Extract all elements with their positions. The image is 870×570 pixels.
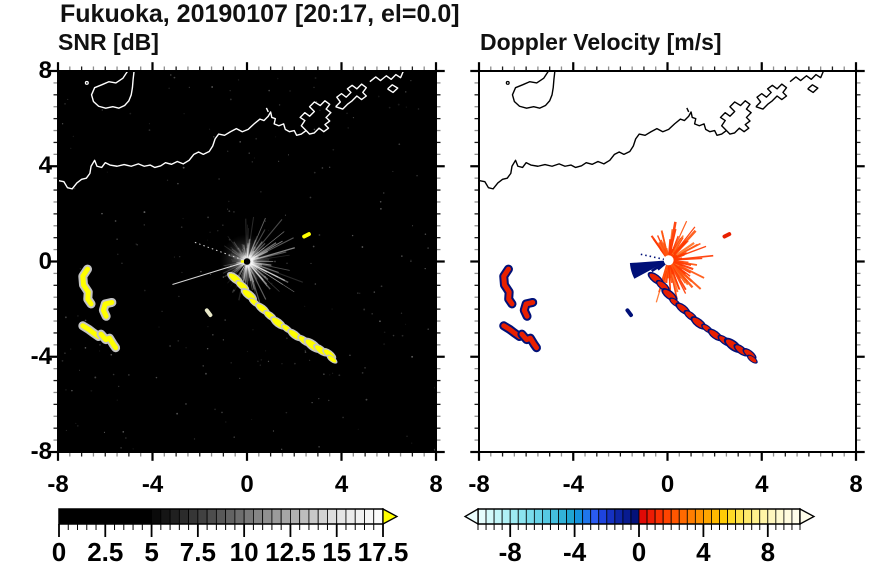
velocity-starburst: [629, 221, 713, 302]
snr-colorbar-body: [58, 507, 399, 537]
snr-colorbar-label: 12.5: [265, 537, 316, 567]
snr-colorbar-label: 10: [229, 537, 259, 567]
axes-frame: [49, 62, 444, 461]
radar-starburst: [172, 217, 302, 304]
x-axis-tick-label: -8: [468, 471, 490, 498]
x-axis-tick-label: 8: [429, 471, 443, 498]
snr-colorbar-label: 5: [144, 537, 159, 567]
snr-colorbar-label: 15: [322, 537, 352, 567]
figure-title: Fukuoka, 20190107 [20:17, el=0.0]: [60, 0, 460, 28]
velocity-colorbar-label: -8: [498, 537, 522, 567]
y-axis-tick-label: -8: [30, 438, 52, 465]
y-axis-tick-label: 8: [38, 57, 52, 84]
y-axis-tick-label: 4: [38, 152, 52, 180]
velocity-colorbar-label: 8: [760, 537, 776, 567]
x-axis-tick-label: -4: [141, 471, 164, 498]
navy-wedge: [629, 260, 669, 279]
velocity-colorbar-label: -4: [563, 537, 587, 567]
echo-regions: [504, 234, 759, 365]
velocity-content: [479, 71, 856, 452]
snr-content: [58, 71, 436, 452]
colorbar-overflow-arrow: [799, 507, 816, 526]
snr-colorbar: [58, 507, 399, 537]
velocity-colorbar-label: 4: [696, 537, 711, 567]
y-axis-tick-label: -4: [30, 342, 52, 370]
velocity-panel-title: Doppler Velocity [m/s]: [480, 29, 722, 55]
velocity-colorbar-body: [463, 507, 816, 537]
snr-colorbar-label: 0: [51, 537, 67, 567]
velocity-map-panel: [479, 71, 856, 452]
coastline: [58, 71, 403, 189]
snr-panel-title: SNR [dB]: [58, 29, 159, 55]
x-axis-tick-label: -8: [47, 471, 69, 498]
echo-regions: [83, 234, 339, 365]
axes-frame: [470, 62, 864, 461]
velocity-colorbar: [463, 507, 816, 537]
x-axis-tick-label: 4: [755, 471, 769, 498]
x-axis-tick-label: 0: [240, 471, 254, 498]
x-axis-tick-label: 4: [334, 471, 349, 498]
snr-colorbar-label: 7.5: [179, 537, 216, 567]
colorbar-underflow-arrow: [463, 507, 479, 526]
snr-map-panel: [58, 71, 436, 452]
x-axis-tick-label: 0: [660, 471, 675, 498]
x-axis-tick-label: 8: [849, 471, 863, 498]
colorbar-overflow-arrow: [382, 507, 399, 526]
y-axis-tick-label: 0: [38, 247, 52, 275]
snr-colorbar-label: 2.5: [87, 537, 124, 567]
velocity-colorbar-label: 0: [631, 537, 647, 567]
x-axis-tick-label: -4: [562, 471, 584, 498]
coastline: [479, 71, 823, 189]
snr-colorbar-label: 17.5: [357, 537, 409, 567]
